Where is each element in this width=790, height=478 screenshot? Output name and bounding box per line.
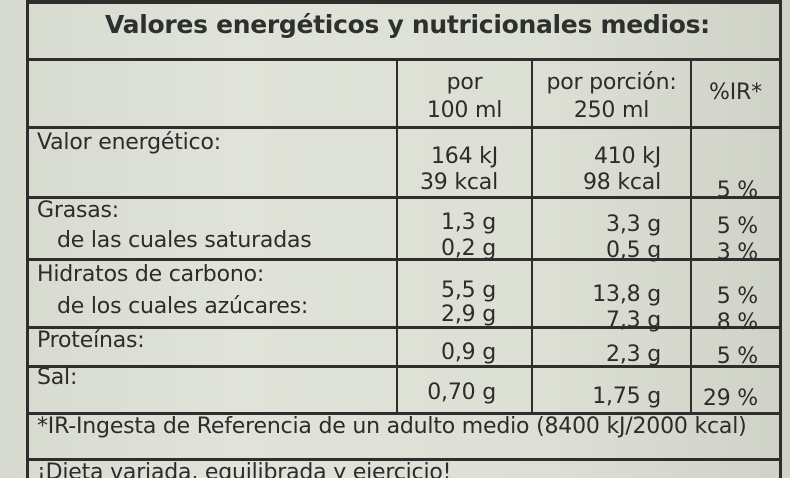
col-divider-3	[690, 58, 692, 414]
sugars-per100: 2,9 g	[441, 302, 496, 327]
footnote: *IR-Ingesta de Referencia de un adulto m…	[37, 414, 747, 439]
fat-per100: 1,3 g	[441, 210, 496, 235]
saturated-ir: 3 %	[716, 240, 758, 265]
rule-under-footnote	[29, 458, 779, 461]
rule-under-carbs	[29, 326, 779, 329]
saturated-per100: 0,2 g	[441, 236, 496, 261]
carbs-ir: 5 %	[716, 284, 758, 309]
energy-ir: 5 %	[716, 178, 758, 203]
header-ir: %IR*	[709, 80, 762, 105]
header-per100-line1: por	[446, 70, 483, 95]
rule-under-salt	[29, 412, 779, 415]
fat-ir: 5 %	[716, 214, 758, 239]
col-divider-2	[531, 58, 533, 414]
table-title: Valores energéticos y nutricionales medi…	[105, 10, 710, 39]
salt-portion: 1,75 g	[592, 384, 661, 409]
sugars-portion: 7,3 g	[606, 308, 661, 333]
label-sugars: de los cuales azúcares:	[57, 294, 309, 319]
salt-ir: 29 %	[702, 386, 758, 411]
header-portion-line2: 250 ml	[573, 98, 650, 123]
col-divider-1	[396, 58, 398, 414]
protein-portion: 2,3 g	[606, 342, 661, 367]
label-protein: Proteínas:	[37, 328, 145, 353]
energy-per100-kj: 164 kJ	[430, 144, 498, 169]
rule-under-energy	[29, 196, 779, 199]
rule-under-fat	[29, 258, 779, 261]
rule-under-header	[29, 126, 779, 129]
label-carbs: Hidratos de carbono:	[37, 262, 265, 287]
salt-per100: 0,70 g	[427, 380, 496, 405]
energy-per100-kcal: 39 kcal	[419, 170, 498, 195]
rule-under-protein	[29, 365, 779, 368]
rule-under-title	[29, 58, 779, 61]
saturated-portion: 0,5 g	[606, 238, 661, 263]
carbs-per100: 5,5 g	[441, 278, 496, 303]
fat-portion: 3,3 g	[606, 212, 661, 237]
energy-portion-kcal: 98 kcal	[582, 170, 661, 195]
nutrition-table: Valores energéticos y nutricionales medi…	[26, 0, 782, 478]
header-per100-line2: 100 ml	[426, 98, 503, 123]
energy-portion-kj: 410 kJ	[593, 144, 661, 169]
slogan: ¡Dieta variada, equilibrada y ejercicio!	[37, 460, 452, 478]
protein-ir: 5 %	[716, 344, 758, 369]
header-portion-line1: por porción:	[546, 70, 677, 95]
protein-per100: 0,9 g	[441, 340, 496, 365]
carbs-portion: 13,8 g	[592, 282, 661, 307]
sugars-ir: 8 %	[716, 310, 758, 335]
label-saturated: de las cuales saturadas	[57, 228, 312, 253]
label-salt: Sal:	[37, 365, 78, 390]
label-energy: Valor energético:	[37, 130, 221, 155]
rule-top	[26, 0, 782, 4]
label-fat: Grasas:	[37, 198, 119, 223]
